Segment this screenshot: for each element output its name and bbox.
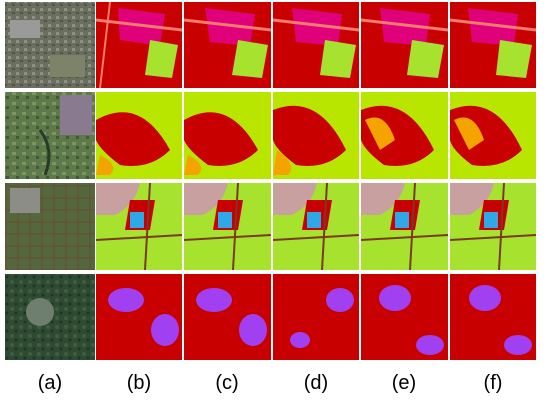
seg-c-row-4 [184,274,271,360]
seg-c-row-1 [183,2,272,88]
column-label-e: (e) [391,372,417,394]
row-4-segmentations [96,274,536,360]
sat-village [10,188,40,213]
seg-c-row-3 [183,182,272,271]
seg-f-row-4 [450,274,536,360]
seg-f-row-1 [449,2,537,88]
seg-f-row-3 [449,182,537,271]
seg-b-row-4 [96,274,182,360]
seg-c-row-2 [184,92,271,179]
seg-e-row-2 [361,92,448,179]
sat-field-purple [60,95,92,135]
seg-d-row-2 [273,92,359,179]
sat-field [50,55,85,77]
column-label-f: (f) [483,372,503,394]
seg-e-row-3 [360,182,449,271]
column-label-b: (b) [126,372,152,394]
seg-d-row-3 [272,182,360,271]
row-1-segmentations [95,1,537,89]
seg-d-row-1 [272,2,360,88]
column-label-c: (c) [215,372,239,394]
sat-clearing [26,298,54,326]
column-label-d: (d) [303,372,329,394]
row-3-segmentations [95,182,537,271]
seg-f-row-2 [450,92,536,179]
seg-e-row-1 [360,2,449,88]
column-a-satellite [5,2,95,360]
seg-b-row-2 [96,92,182,179]
seg-b-row-1 [95,1,183,89]
column-labels: (a) (b) (c) (d) (e) (f) [0,362,550,404]
row-2-segmentations [96,92,536,179]
sat-building-block [10,20,40,38]
seg-b-row-3 [95,182,183,271]
segmentation-comparison-grid [5,1,537,360]
seg-e-row-4 [361,274,448,360]
sat-river [38,129,51,176]
seg-d-row-4 [273,274,359,360]
column-label-a: (a) [37,372,63,394]
